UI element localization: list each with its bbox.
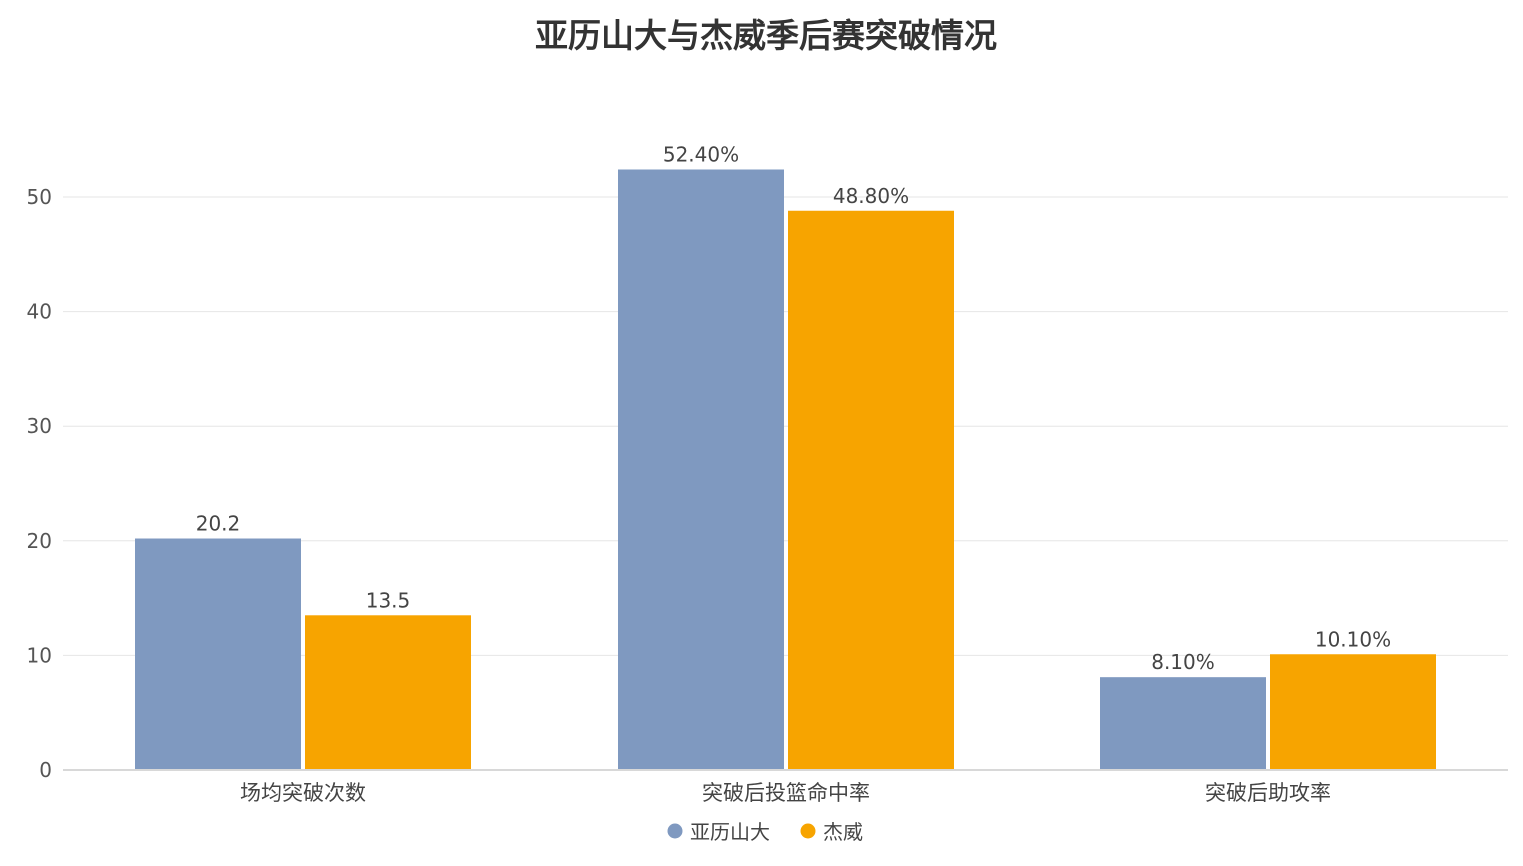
x-category-label: 突破后助攻率 bbox=[1205, 781, 1331, 805]
y-tick-label: 40 bbox=[27, 300, 52, 324]
y-tick-label: 20 bbox=[27, 529, 52, 553]
legend-marker-icon bbox=[667, 823, 683, 839]
legend-label: 杰威 bbox=[823, 820, 863, 844]
data-label: 13.5 bbox=[366, 588, 411, 612]
legend-item-alexander[interactable]: 亚历山大 bbox=[667, 820, 771, 844]
legend-label: 亚历山大 bbox=[690, 820, 770, 844]
data-label: 10.10% bbox=[1315, 627, 1391, 651]
data-label: 8.10% bbox=[1151, 650, 1215, 674]
bar-alexander-2[interactable] bbox=[1100, 677, 1266, 769]
legend[interactable]: 亚历山大 杰威 bbox=[667, 820, 864, 844]
x-category-label: 场均突破次数 bbox=[240, 781, 366, 805]
bar-jaylen-2[interactable] bbox=[1270, 654, 1436, 769]
data-label: 20.2 bbox=[196, 512, 241, 536]
bar-jaylen-1[interactable] bbox=[788, 210, 954, 769]
legend-item-jaylen[interactable]: 杰威 bbox=[800, 820, 864, 844]
bars-layer bbox=[135, 169, 1436, 770]
y-tick-label: 50 bbox=[27, 185, 52, 209]
y-tick-label: 30 bbox=[27, 414, 52, 438]
data-label: 48.80% bbox=[833, 184, 909, 208]
bar-alexander-1[interactable] bbox=[618, 169, 784, 770]
chart-title: 亚历山大与杰威季后赛突破情况 bbox=[535, 16, 997, 55]
legend-marker-icon bbox=[800, 823, 816, 839]
labels-layer: 20.2 13.5 52.40% 48.80% 8.10% 10.10% bbox=[196, 142, 1391, 674]
x-category-label: 突破后投篮命中率 bbox=[702, 781, 870, 805]
data-label: 52.40% bbox=[663, 142, 739, 166]
bar-jaylen-0[interactable] bbox=[305, 615, 471, 769]
y-tick-label: 0 bbox=[39, 758, 52, 782]
grid-layer bbox=[63, 196, 1508, 656]
y-tick-label: 10 bbox=[27, 643, 52, 667]
axis-layer: 0 10 20 30 40 50 场均突破次数 突破后投篮命中率 突破后助攻率 bbox=[27, 185, 1508, 805]
bar-alexander-0[interactable] bbox=[135, 538, 301, 769]
